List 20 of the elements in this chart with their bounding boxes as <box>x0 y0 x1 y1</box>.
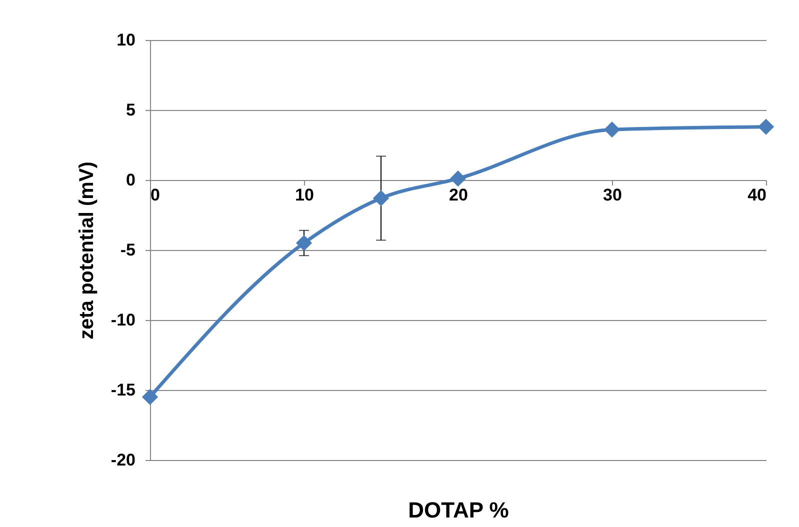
point <box>296 234 312 252</box>
y-tick-label: -10 <box>110 310 136 330</box>
point <box>142 388 158 406</box>
y-axis-title: zeta potential (mV) <box>76 162 98 340</box>
y-tick-label: -20 <box>110 450 136 470</box>
y-tick-label: 0 <box>126 170 136 190</box>
x-tick-label: 30 <box>603 186 622 204</box>
x-tick-label: 40 <box>748 186 766 204</box>
point <box>758 118 774 135</box>
y-tick-label: -15 <box>110 380 136 400</box>
point <box>450 170 466 187</box>
y-tick-label: -5 <box>120 240 136 260</box>
y-tick-label: 5 <box>126 100 136 120</box>
x-tick-label: 20 <box>449 186 468 204</box>
x-tick-label: 0 <box>150 186 160 204</box>
point <box>372 190 390 206</box>
x-axis-title: DOTAP % <box>408 498 509 522</box>
x-tick-label: 10 <box>295 186 314 204</box>
y-tick-label: 10 <box>116 30 136 50</box>
point <box>604 122 620 138</box>
